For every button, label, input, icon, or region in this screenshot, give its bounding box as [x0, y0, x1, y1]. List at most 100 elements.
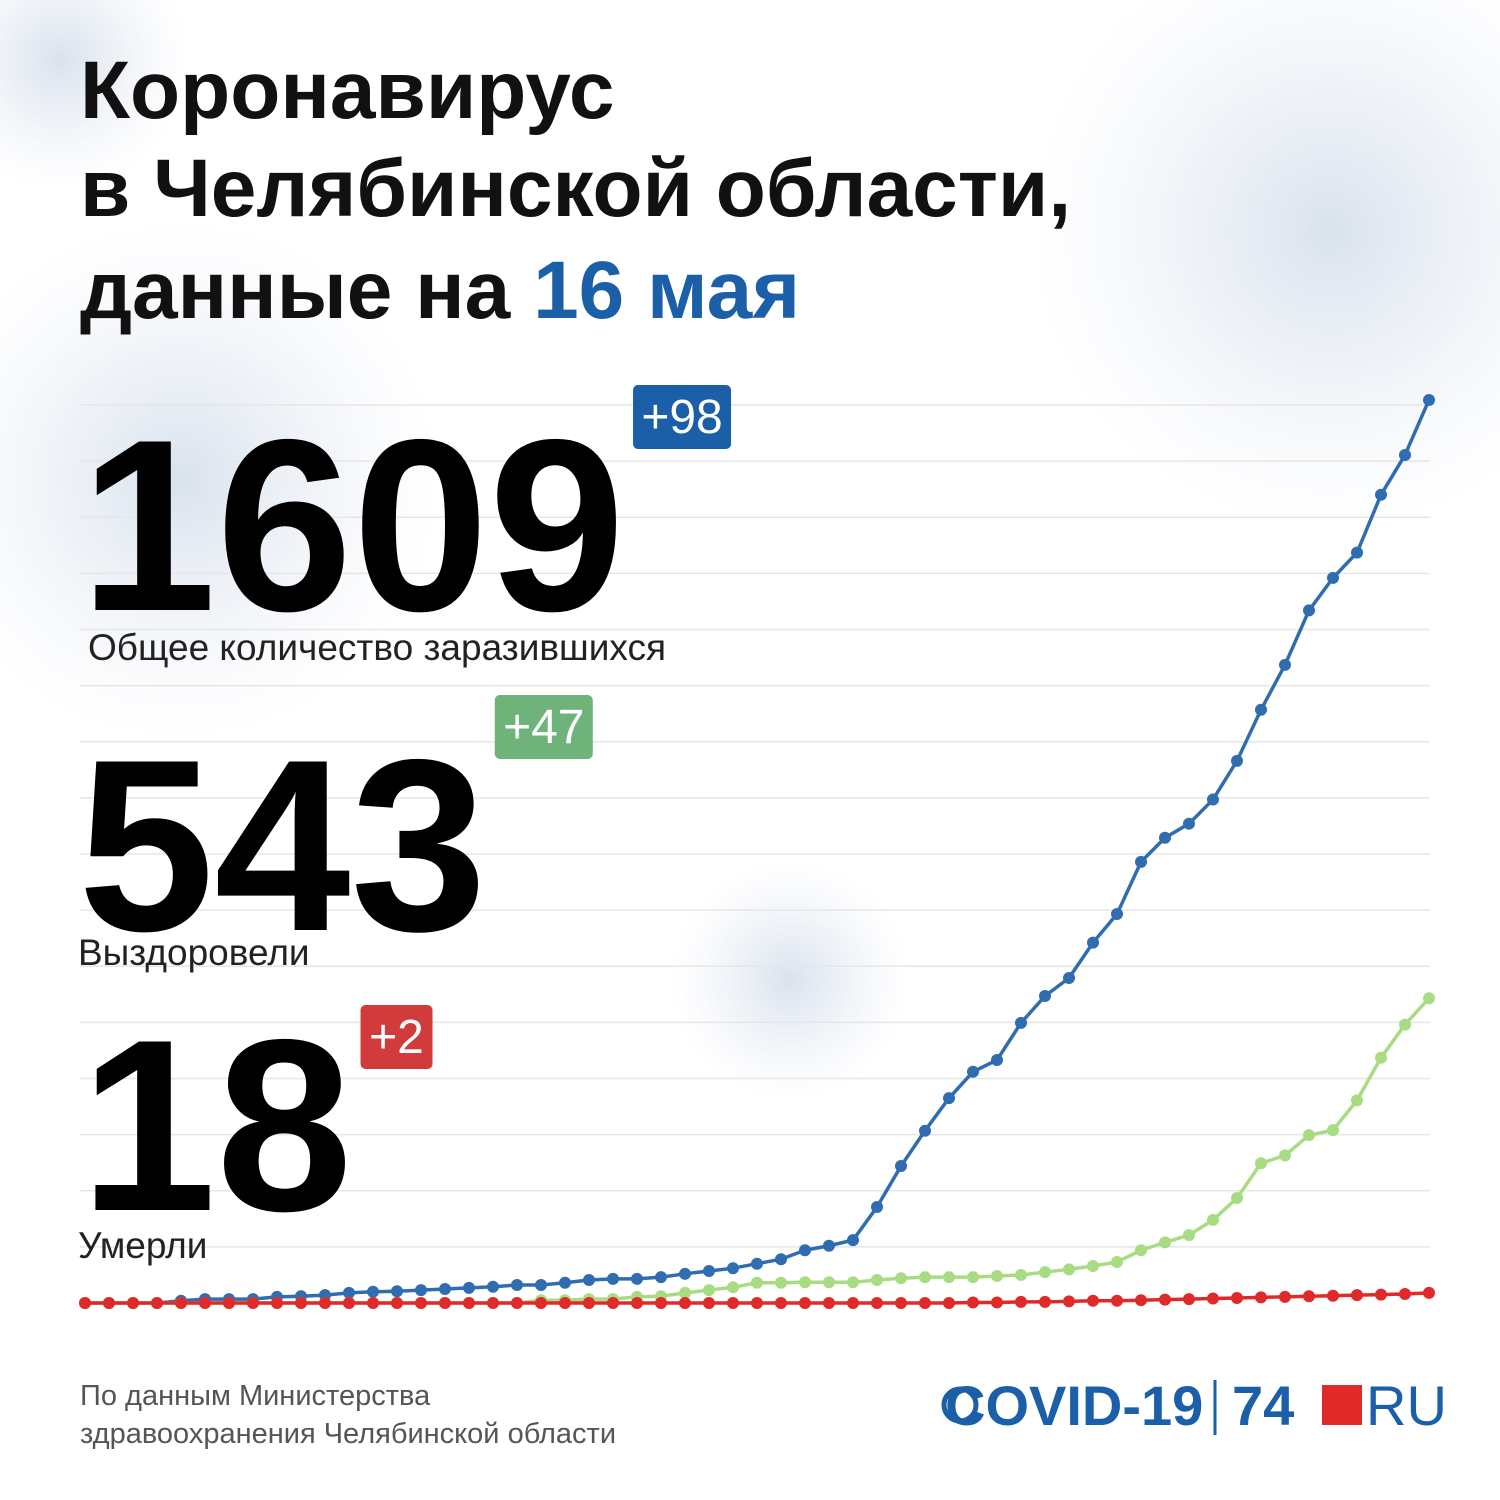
data-point: [1375, 1051, 1387, 1064]
data-point: [1423, 393, 1435, 406]
title-line: данные на 16 мая: [80, 245, 800, 336]
data-point: [991, 1296, 1003, 1309]
data-point: [943, 1271, 955, 1284]
data-point: [487, 1280, 499, 1293]
stat-value: 1609: [80, 388, 625, 662]
data-point: [895, 1297, 907, 1309]
logo-icon: [941, 1386, 979, 1424]
data-point: [919, 1297, 931, 1309]
data-point: [535, 1279, 547, 1292]
data-point: [847, 1297, 859, 1309]
data-point: [463, 1281, 475, 1294]
data-point: [727, 1281, 739, 1294]
logo-covid: COVID-19: [945, 1374, 1203, 1437]
data-point: [967, 1296, 979, 1309]
data-point: [583, 1297, 595, 1309]
data-point: [1207, 793, 1219, 806]
data-point: [1351, 1094, 1363, 1107]
data-point: [703, 1297, 715, 1309]
data-point: [151, 1297, 163, 1309]
data-point: [127, 1297, 139, 1309]
data-point: [1303, 1129, 1315, 1142]
data-point: [847, 1234, 859, 1247]
data-point: [1111, 908, 1123, 921]
data-point: [919, 1124, 931, 1137]
data-point: [655, 1271, 667, 1284]
data-point: [1159, 831, 1171, 844]
data-point: [607, 1272, 619, 1285]
data-point: [559, 1276, 571, 1289]
data-point: [1159, 1293, 1171, 1306]
data-point: [703, 1265, 715, 1278]
data-point: [343, 1297, 355, 1309]
data-point: [631, 1272, 643, 1285]
data-point: [1183, 817, 1195, 830]
data-point: [1111, 1294, 1123, 1307]
data-point: [1183, 1293, 1195, 1306]
stat-value: 18: [80, 988, 353, 1262]
stat-change: +98: [641, 391, 722, 444]
data-point: [1423, 1286, 1435, 1299]
data-point: [391, 1297, 403, 1309]
data-point: [1351, 546, 1363, 559]
data-point: [943, 1092, 955, 1105]
data-point: [607, 1297, 619, 1309]
data-point: [1231, 754, 1243, 767]
data-point: [1063, 1295, 1075, 1308]
data-point: [679, 1286, 691, 1299]
data-point: [1231, 1291, 1243, 1304]
data-point: [175, 1297, 187, 1309]
data-point: [751, 1257, 763, 1270]
data-point: [1327, 1124, 1339, 1137]
data-point: [799, 1244, 811, 1257]
data-point: [1063, 972, 1075, 985]
title-line: данные на: [80, 245, 512, 336]
data-point: [223, 1297, 235, 1309]
data-point: [1039, 989, 1051, 1002]
data-point: [823, 1239, 835, 1252]
data-point: [247, 1297, 259, 1309]
data-point: [511, 1297, 523, 1309]
data-point: [1255, 1157, 1267, 1170]
source: здравоохранения Челябинской области: [80, 1418, 616, 1450]
data-point: [631, 1297, 643, 1309]
data-point: [895, 1272, 907, 1285]
data-point: [991, 1270, 1003, 1283]
data-point: [679, 1297, 691, 1309]
data-point: [1255, 1291, 1267, 1304]
data-point: [79, 1297, 91, 1309]
data-point: [439, 1297, 451, 1309]
data-point: [1423, 992, 1435, 1005]
data-point: [727, 1297, 739, 1309]
change-badge: [633, 385, 732, 449]
data-point: [1279, 658, 1291, 671]
data-point: [1303, 1290, 1315, 1303]
data-point: [1375, 488, 1387, 501]
stat-label: Умерли: [78, 1225, 207, 1266]
data-point: [199, 1297, 211, 1309]
data-point: [1111, 1256, 1123, 1269]
data-point: [1087, 1294, 1099, 1307]
data-point: [1135, 1294, 1147, 1307]
data-point: [823, 1297, 835, 1309]
data-point: [463, 1297, 475, 1309]
data-point: [415, 1284, 427, 1297]
title-date: 16 мая: [533, 245, 800, 336]
data-point: [535, 1297, 547, 1309]
data-point: [343, 1286, 355, 1299]
data-point: [895, 1160, 907, 1173]
title-line: Коронавирус: [80, 45, 614, 136]
data-point: [751, 1297, 763, 1309]
data-point: [775, 1297, 787, 1309]
decor-blob: [1030, 0, 1500, 530]
data-point: [439, 1282, 451, 1295]
data-point: [967, 1271, 979, 1284]
data-point: [1063, 1263, 1075, 1276]
data-point: [703, 1284, 715, 1297]
decor-blob: [670, 860, 910, 1100]
data-point: [1183, 1229, 1195, 1242]
data-point: [583, 1273, 595, 1286]
logo-num: 74: [1232, 1374, 1294, 1437]
stat-change: +47: [503, 701, 584, 754]
